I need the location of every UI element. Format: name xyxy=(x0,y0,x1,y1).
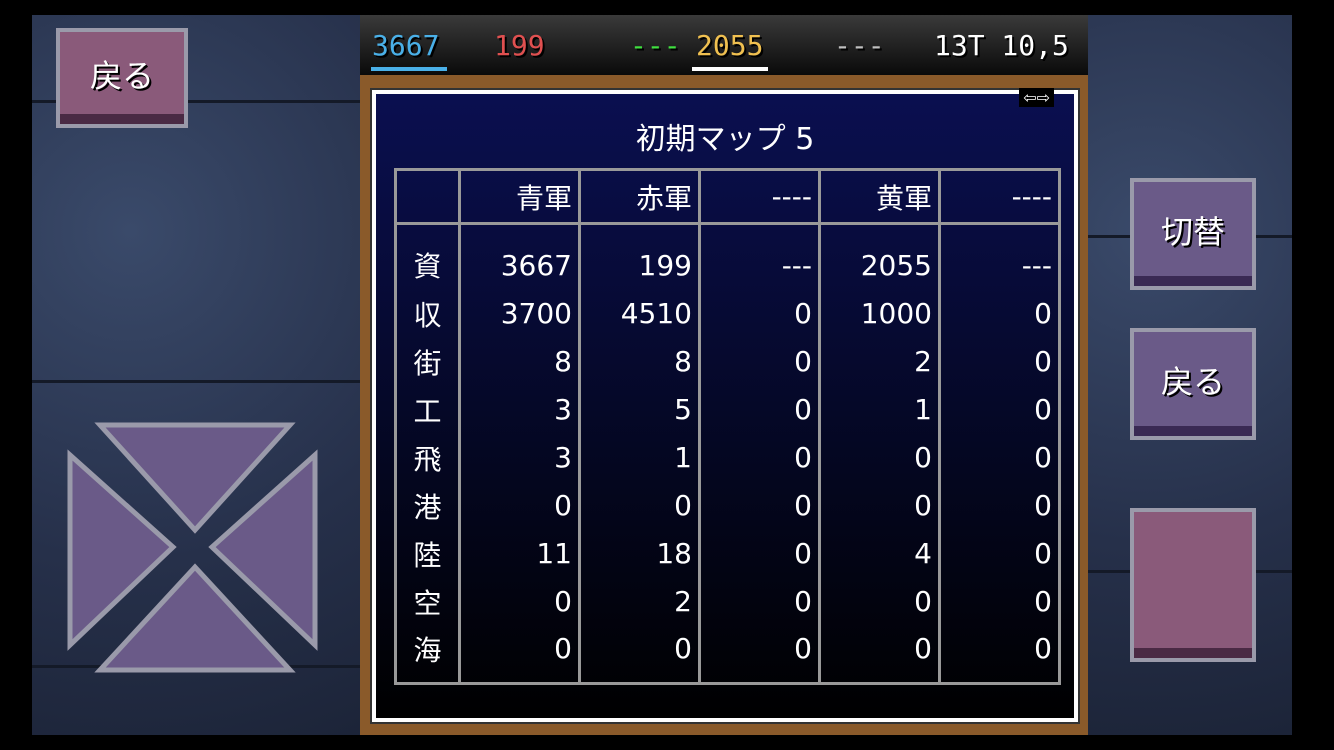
row-label: 工 xyxy=(394,385,461,434)
dpad-right[interactable] xyxy=(208,449,318,651)
table-cell: 3667 xyxy=(458,223,581,290)
table-cell: 0 xyxy=(818,625,941,685)
table-cell: 0 xyxy=(938,577,1061,626)
table-cell: 0 xyxy=(938,385,1061,434)
column-header: ---- xyxy=(938,168,1061,225)
blue-funds: 3667 xyxy=(372,29,440,62)
table-cell: 0 xyxy=(818,433,941,482)
column-header: ---- xyxy=(698,168,821,225)
table-cell: 0 xyxy=(698,433,821,482)
table-cell: 0 xyxy=(458,577,581,626)
table-cell: 0 xyxy=(938,625,1061,685)
red-funds: 199 xyxy=(494,29,545,62)
stats-table: 青軍 赤軍 ---- 黄軍 ---- 資 3667 199 --- 2055 --- 収 3700 45… xyxy=(394,168,1061,685)
table-cell: 5 xyxy=(578,385,701,434)
status-bar: 3667 199 --- 2055 --- 13T 10,5 xyxy=(360,15,1088,75)
table-cell: 3700 xyxy=(458,289,581,338)
dpad-icon[interactable] xyxy=(60,418,325,678)
table-cell: 8 xyxy=(578,337,701,386)
row-label: 空 xyxy=(394,577,461,626)
table-header: 青軍 赤軍 ---- 黄軍 ---- xyxy=(394,168,1061,225)
table-cell: 0 xyxy=(938,337,1061,386)
column-header: 赤軍 xyxy=(578,168,701,225)
table-cell: 0 xyxy=(938,433,1061,482)
row-label: 街 xyxy=(394,337,461,386)
table-cell: 0 xyxy=(818,577,941,626)
table-cell: 0 xyxy=(698,385,821,434)
table-cell: 3 xyxy=(458,385,581,434)
table-cell: 2 xyxy=(578,577,701,626)
table-cell: 0 xyxy=(698,625,821,685)
action-button[interactable] xyxy=(1130,508,1256,662)
row-label: 海 xyxy=(394,625,461,685)
table-cell: --- xyxy=(698,223,821,290)
table-cell: --- xyxy=(938,223,1061,290)
active-underline xyxy=(371,67,447,71)
underline xyxy=(692,67,768,71)
row-label: 陸 xyxy=(394,529,461,578)
table-cell: 199 xyxy=(578,223,701,290)
table-cell: 0 xyxy=(698,529,821,578)
scroll-arrows-icon[interactable]: ⇦⇨ xyxy=(1019,88,1054,107)
table-cell: 0 xyxy=(698,577,821,626)
dpad-up[interactable] xyxy=(94,422,296,534)
table-cell: 0 xyxy=(698,337,821,386)
table-cell: 11 xyxy=(458,529,581,578)
table-row: 資 3667 199 --- 2055 --- xyxy=(394,223,1061,290)
table-cell: 0 xyxy=(458,625,581,685)
yellow-funds: 2055 xyxy=(696,29,764,62)
row-label: 港 xyxy=(394,481,461,530)
row-label: 飛 xyxy=(394,433,461,482)
switch-button[interactable]: 切替 xyxy=(1130,178,1256,290)
dpad-down[interactable] xyxy=(94,563,296,673)
table-cell: 1 xyxy=(818,385,941,434)
table-cell: 0 xyxy=(578,481,701,530)
dpad-left[interactable] xyxy=(67,449,177,651)
table-cell: 0 xyxy=(818,481,941,530)
table-cell: 4 xyxy=(818,529,941,578)
table-cell: 2 xyxy=(818,337,941,386)
table-cell: 8 xyxy=(458,337,581,386)
table-cell: 0 xyxy=(938,289,1061,338)
table-cell: 18 xyxy=(578,529,701,578)
table-cell: 0 xyxy=(938,481,1061,530)
table-row: 陸 11 18 0 4 0 xyxy=(394,529,1061,578)
table-cell: 3 xyxy=(458,433,581,482)
column-header xyxy=(394,168,461,225)
table-cell: 0 xyxy=(698,481,821,530)
column-header: 黄軍 xyxy=(818,168,941,225)
table-cell: 0 xyxy=(698,289,821,338)
back-button-left[interactable]: 戻る xyxy=(56,28,188,128)
gray-funds: --- xyxy=(834,29,885,62)
back-button-right[interactable]: 戻る xyxy=(1130,328,1256,440)
green-funds: --- xyxy=(630,29,681,62)
table-cell: 1000 xyxy=(818,289,941,338)
table-cell: 2055 xyxy=(818,223,941,290)
row-label: 資 xyxy=(394,223,461,290)
column-header: 青軍 xyxy=(458,168,581,225)
map-title: 初期マップ 5 xyxy=(635,122,815,157)
row-label: 収 xyxy=(394,289,461,338)
table-cell: 0 xyxy=(938,529,1061,578)
stats-dialog: ⇦⇨ 初期マップ 5 青軍 赤軍 ---- 黄軍 ---- 資 3667 199 --- 205… xyxy=(370,88,1080,724)
turn-position: 13T 10,5 xyxy=(934,29,1069,62)
table-cell: 0 xyxy=(578,625,701,685)
table-cell: 4510 xyxy=(578,289,701,338)
table-cell: 1 xyxy=(578,433,701,482)
table-row: 収 3700 4510 0 1000 0 xyxy=(394,289,1061,338)
table-cell: 0 xyxy=(458,481,581,530)
